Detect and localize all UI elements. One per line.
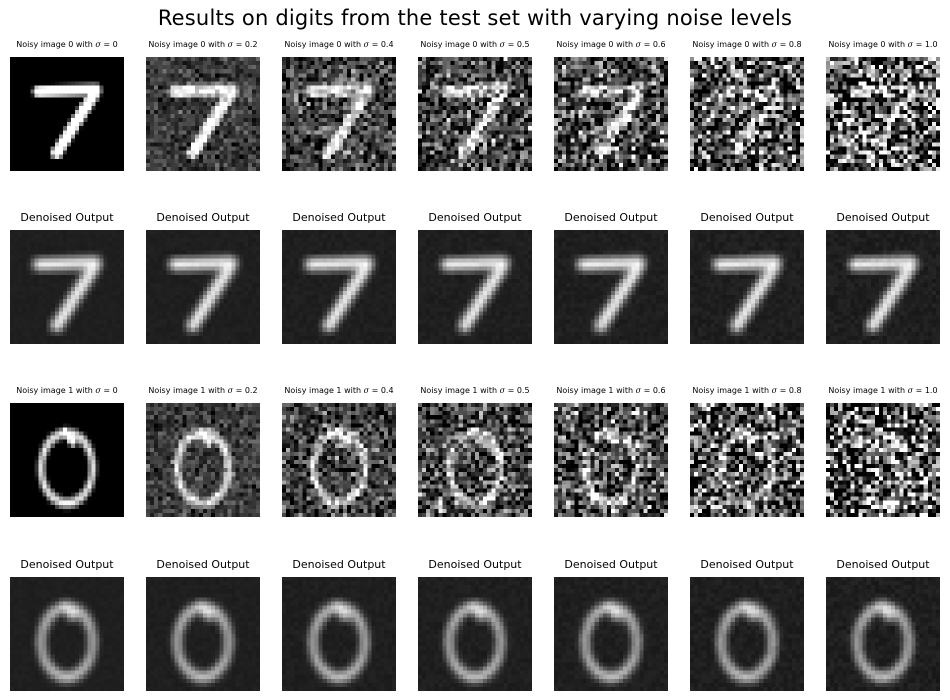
- panel-title: Denoised Output: [428, 211, 522, 224]
- panel-title: Denoised Output: [156, 211, 250, 224]
- panel-title: Denoised Output: [836, 211, 930, 224]
- panel-title: Denoised Output: [700, 558, 794, 571]
- panel-title: Noisy image 1 with σ = 0.6: [556, 386, 666, 395]
- panel-title: Denoised Output: [156, 558, 250, 571]
- denoised-digit-image: [146, 230, 260, 344]
- panel-title: Noisy image 0 with σ = 0.8: [692, 40, 802, 49]
- panel-title: Denoised Output: [20, 558, 114, 571]
- panel-title: Denoised Output: [564, 558, 658, 571]
- panel-title: Noisy image 1 with σ = 1.0: [828, 386, 938, 395]
- denoised-digit-image: [10, 577, 124, 691]
- noisy-digit-image: [146, 57, 260, 171]
- panel-title: Denoised Output: [564, 211, 658, 224]
- noisy-digit-image: [826, 57, 940, 171]
- denoised-digit-image: [146, 577, 260, 691]
- panel-title: Denoised Output: [292, 558, 386, 571]
- noisy-digit-image: [418, 57, 532, 171]
- panel-title: Noisy image 0 with σ = 0.5: [420, 40, 530, 49]
- panel-title: Noisy image 1 with σ = 0.4: [284, 386, 394, 395]
- panel-title: Noisy image 0 with σ = 0.4: [284, 40, 394, 49]
- noisy-digit-image: [690, 403, 804, 517]
- panel-title: Noisy image 1 with σ = 0.2: [148, 386, 258, 395]
- noisy-digit-image: [10, 57, 124, 171]
- noisy-digit-image: [826, 403, 940, 517]
- noisy-digit-image: [146, 403, 260, 517]
- panel-title: Denoised Output: [292, 211, 386, 224]
- panel-title: Noisy image 1 with σ = 0.5: [420, 386, 530, 395]
- panel-title: Denoised Output: [836, 558, 930, 571]
- denoised-digit-image: [554, 230, 668, 344]
- panel-title: Denoised Output: [428, 558, 522, 571]
- panel-title: Noisy image 1 with σ = 0.8: [692, 386, 802, 395]
- denoised-digit-image: [418, 577, 532, 691]
- denoised-digit-image: [826, 577, 940, 691]
- denoised-digit-image: [418, 230, 532, 344]
- noisy-digit-image: [690, 57, 804, 171]
- denoised-digit-image: [282, 577, 396, 691]
- noisy-digit-image: [282, 57, 396, 171]
- noisy-digit-image: [282, 403, 396, 517]
- panel-title: Denoised Output: [700, 211, 794, 224]
- noisy-digit-image: [10, 403, 124, 517]
- panel-title: Denoised Output: [20, 211, 114, 224]
- denoised-digit-image: [554, 577, 668, 691]
- panel-title: Noisy image 0 with σ = 0.2: [148, 40, 258, 49]
- noisy-digit-image: [418, 403, 532, 517]
- figure-title: Results on digits from the test set with…: [157, 6, 793, 30]
- noisy-digit-image: [554, 403, 668, 517]
- denoised-digit-image: [690, 230, 804, 344]
- denoised-digit-image: [10, 230, 124, 344]
- noisy-digit-image: [554, 57, 668, 171]
- panel-title: Noisy image 1 with σ = 0: [16, 386, 118, 395]
- panel-title: Noisy image 0 with σ = 0.6: [556, 40, 666, 49]
- denoised-digit-image: [282, 230, 396, 344]
- panel-title: Noisy image 0 with σ = 1.0: [828, 40, 938, 49]
- denoised-digit-image: [826, 230, 940, 344]
- panel-title: Noisy image 0 with σ = 0: [16, 40, 118, 49]
- denoised-digit-image: [690, 577, 804, 691]
